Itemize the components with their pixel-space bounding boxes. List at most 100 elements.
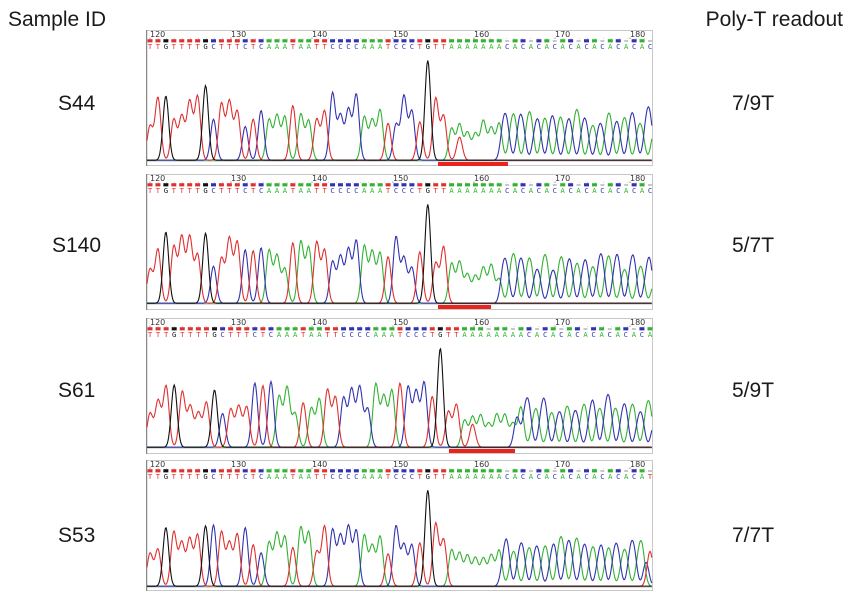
quality-box [401,183,407,187]
quality-box [494,327,500,331]
quality-box [429,327,435,331]
base-call: C [553,42,557,51]
quality-box [203,327,209,331]
quality-box [250,183,256,187]
poly-t-readout-s61: 5/9T [732,379,775,402]
base-call: A [362,42,367,51]
quality-box [306,469,312,473]
position-tick-label: 140 [312,318,327,327]
base-call: C [422,330,426,339]
quality-box [462,327,468,331]
base-call: A [465,472,470,481]
quality-box [203,39,209,43]
position-tick-label: 160 [474,30,489,39]
base-call: C [616,472,620,481]
base-call: A [267,42,272,51]
quality-box [242,469,248,473]
base-call: C [338,472,342,481]
base-call: A [489,42,494,51]
quality-box [155,39,161,43]
quality-box [488,469,494,473]
quality-box [369,39,375,43]
quality-box [591,327,597,331]
base-call: C [243,42,247,51]
trace-g [147,60,652,161]
quality-box [353,39,359,43]
quality-box [195,183,201,187]
base-call: C [600,186,604,195]
quality-box [147,183,153,187]
quality-box [639,327,645,331]
base-call: T [228,330,233,339]
base-call: C [366,330,370,339]
base-call: T [291,472,296,481]
quality-box [228,327,234,331]
quality-box [566,327,572,331]
base-call: A [481,186,486,195]
position-tick-label: 130 [231,460,246,469]
quality-box [195,469,201,473]
quality-box [226,183,232,187]
base-call: T [251,472,256,481]
base-call: A [519,330,524,339]
quality-box [401,469,407,473]
quality-box [147,39,153,43]
quality-box [512,39,518,43]
base-call: C [568,42,572,51]
quality-box [568,469,574,473]
quality-box [330,39,336,43]
quality-box [472,183,478,187]
quality-box [584,183,590,187]
quality-box [187,183,193,187]
quality-box [512,469,518,473]
quality-box [377,183,383,187]
quality-box [171,469,177,473]
base-call: A [608,472,613,481]
quality-box [377,469,383,473]
quality-box [187,469,193,473]
quality-box [488,39,494,43]
quality-box [330,183,336,187]
quality-box [155,327,161,331]
quality-box [300,327,306,331]
quality-box [615,469,621,473]
quality-box [568,39,574,43]
base-call: C [543,330,547,339]
base-call: T [454,330,459,339]
quality-box [584,39,590,43]
quality-box [647,327,653,331]
quality-box [210,39,216,43]
base-call: C [259,42,263,51]
base-call: T [251,186,256,195]
quality-box [417,39,423,43]
base-call: C [243,472,247,481]
base-call: T [180,186,185,195]
poly-t-readout-s53: 7/7T [732,524,775,547]
base-call: G [203,472,207,481]
base-call: T [148,472,153,481]
base-call: C [584,472,588,481]
base-call: A [470,330,475,339]
quality-box [195,39,201,43]
base-call: A [473,42,478,51]
quality-box [345,39,351,43]
base-call: A [285,330,290,339]
base-call: A [457,42,462,51]
base-call: T [648,472,653,481]
base-call: T [148,42,153,51]
base-call: T [434,472,439,481]
base-call: C [402,472,406,481]
base-call: A [465,186,470,195]
base-call: A [277,330,282,339]
base-call: C [211,472,215,481]
quality-box [203,183,209,187]
base-call: A [299,186,304,195]
position-tick-label: 170 [555,174,570,183]
quality-box [282,469,288,473]
base-call: C [648,186,652,195]
base-call: G [426,472,430,481]
quality-box [268,327,274,331]
base-call: T [434,42,439,51]
base-call: C [584,186,588,195]
position-tick-label: 120 [150,460,165,469]
